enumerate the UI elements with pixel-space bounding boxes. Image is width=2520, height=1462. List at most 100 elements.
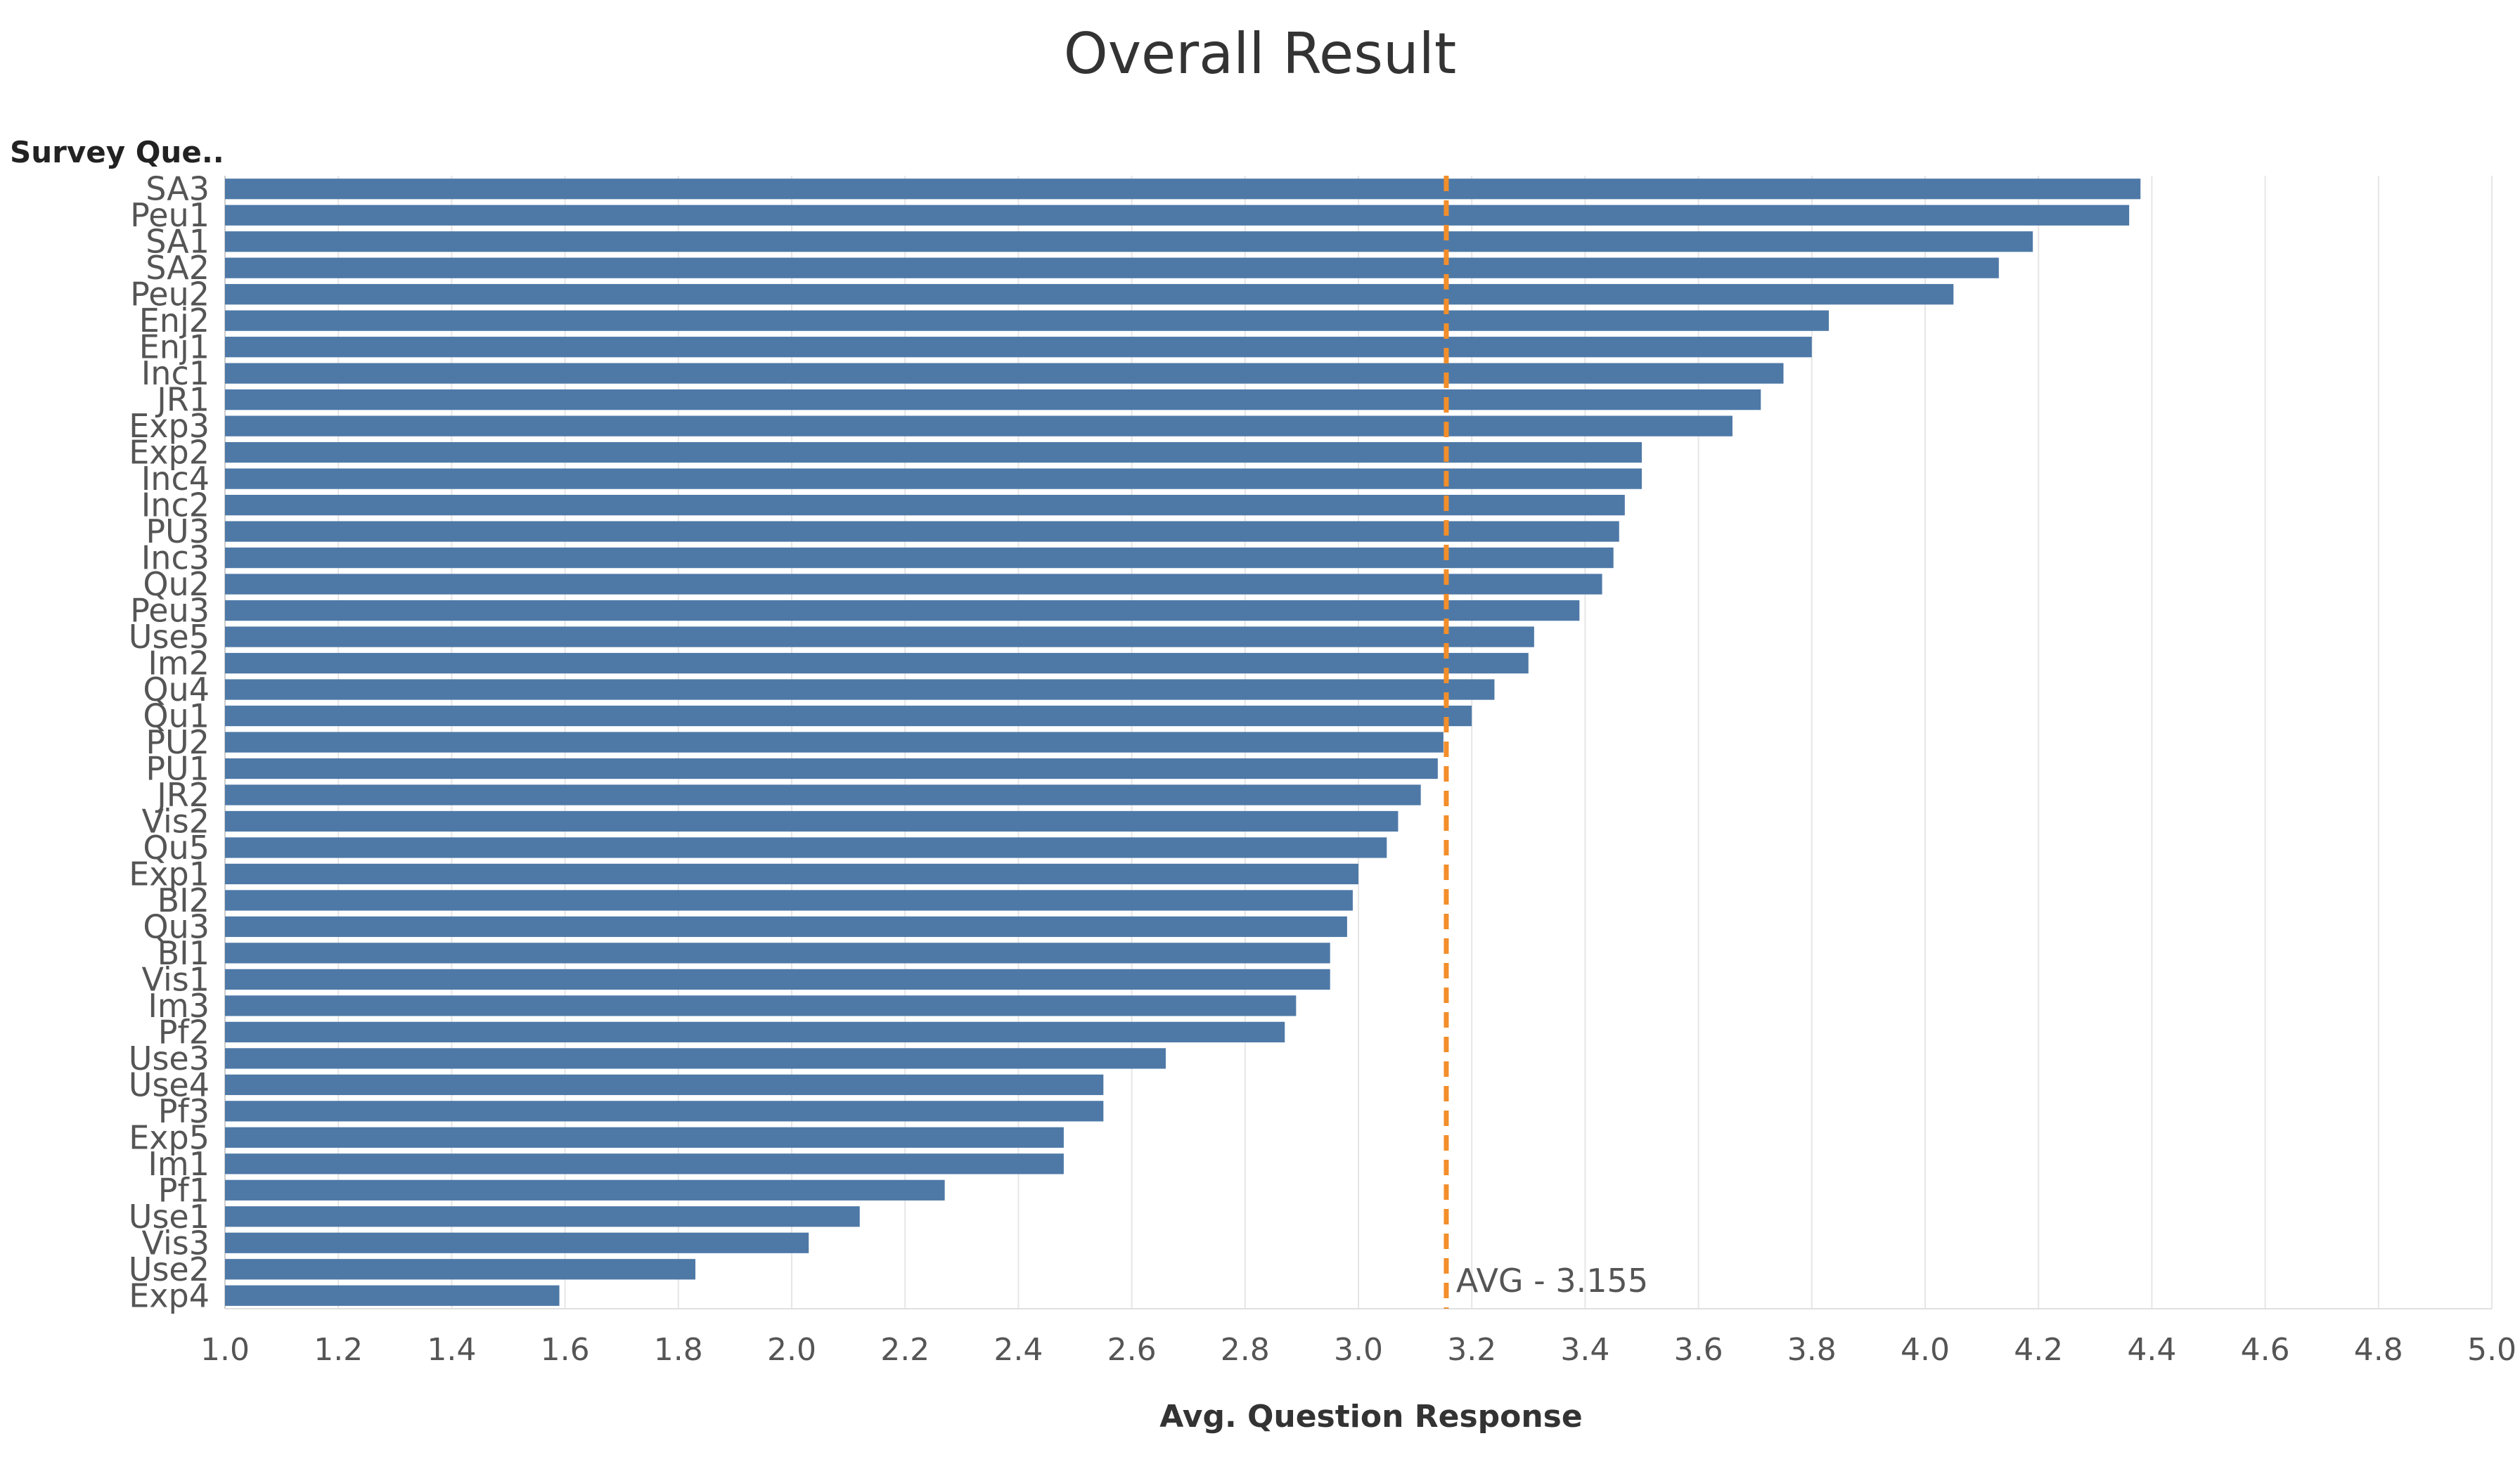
y-category-label: Im1	[148, 1145, 210, 1183]
y-category-label: Peu3	[130, 592, 210, 630]
bar	[225, 863, 1358, 885]
bar	[225, 231, 2033, 252]
bar	[225, 1285, 560, 1306]
bar	[225, 205, 2130, 226]
x-tick-label: 1.8	[654, 1332, 703, 1368]
bar	[225, 1048, 1166, 1069]
y-category-label: PU1	[146, 749, 210, 787]
bar	[225, 1232, 809, 1253]
bar	[225, 890, 1353, 911]
y-category-label: Pf2	[158, 1013, 210, 1051]
x-tick-label: 1.4	[427, 1332, 476, 1368]
y-category-label: BI1	[158, 934, 210, 972]
bar	[225, 732, 1444, 753]
y-category-label: Exp2	[129, 434, 210, 472]
x-tick-label: 1.6	[541, 1332, 590, 1368]
bar	[225, 415, 1732, 436]
y-category-label: PU2	[146, 723, 210, 761]
x-tick-label: 3.0	[1334, 1332, 1383, 1368]
y-category-label: Enj1	[139, 328, 210, 366]
bar	[225, 969, 1330, 990]
bar	[225, 943, 1330, 964]
y-category-label: Use4	[129, 1066, 210, 1104]
y-category-label: BI2	[158, 881, 210, 919]
x-tick-label: 2.6	[1107, 1332, 1157, 1368]
bar	[225, 363, 1784, 384]
x-tick-label: 2.8	[1221, 1332, 1270, 1368]
x-tick-label: 3.8	[1787, 1332, 1837, 1368]
y-category-label: Inc4	[141, 460, 210, 498]
x-tick-label: 4.8	[2354, 1332, 2403, 1368]
bar	[225, 758, 1438, 779]
bar	[225, 257, 1999, 278]
chart-title: Overall Result	[1063, 21, 1457, 86]
bar	[225, 995, 1297, 1016]
x-tick-label: 3.4	[1560, 1332, 1609, 1368]
x-tick-label: 3.2	[1447, 1332, 1496, 1368]
y-category-label: Use1	[129, 1198, 210, 1236]
bar	[225, 574, 1602, 595]
y-category-label: Qu3	[143, 907, 210, 945]
y-category-label: Inc1	[141, 354, 210, 392]
bar	[225, 179, 2141, 200]
y-category-label: PU3	[146, 512, 210, 550]
y-category-label: Peu1	[130, 196, 210, 234]
bar	[225, 810, 1399, 832]
bar	[225, 1101, 1104, 1122]
bar	[225, 547, 1614, 569]
y-category-label: Im2	[148, 645, 210, 683]
row-header: Survey Que..	[10, 135, 224, 169]
x-tick-label: 5.0	[2467, 1332, 2516, 1368]
y-category-label: Qu2	[143, 565, 210, 603]
y-category-label: SA2	[146, 249, 210, 287]
bar	[225, 1074, 1104, 1095]
y-category-label: Use5	[129, 618, 210, 656]
x-tick-label: 3.6	[1674, 1332, 1723, 1368]
x-tick-label: 2.0	[767, 1332, 816, 1368]
y-category-label: Peu2	[130, 276, 210, 313]
x-tick-label: 4.4	[2127, 1332, 2176, 1368]
y-category-label: Pf3	[158, 1092, 210, 1130]
x-tick-label: 2.2	[880, 1332, 930, 1368]
y-category-label: Use3	[129, 1040, 210, 1078]
y-category-label: SA1	[146, 223, 210, 261]
bar	[225, 1021, 1285, 1042]
bar	[225, 679, 1495, 700]
bar	[225, 1127, 1064, 1148]
y-category-label: Inc3	[141, 539, 210, 577]
y-category-label: Qu4	[143, 671, 210, 709]
bar	[225, 521, 1619, 542]
y-category-label: Inc2	[141, 486, 210, 524]
y-category-label: SA3	[146, 170, 210, 208]
bar	[225, 1206, 860, 1227]
bar	[225, 442, 1642, 463]
bar	[225, 389, 1761, 410]
bar	[225, 652, 1529, 674]
bar	[225, 837, 1387, 858]
y-category-label: Qu1	[143, 697, 210, 735]
y-category-label: Enj2	[139, 302, 210, 339]
bar	[225, 1153, 1064, 1175]
x-tick-label: 4.6	[2241, 1332, 2290, 1368]
bar	[225, 916, 1347, 938]
average-reference-label: AVG - 3.155	[1456, 1262, 1648, 1300]
y-category-label: Pf1	[158, 1171, 210, 1209]
y-category-label: Vis2	[142, 802, 210, 840]
bar	[225, 310, 1829, 331]
y-category-label: Vis3	[142, 1224, 210, 1262]
x-tick-label: 4.2	[2014, 1332, 2063, 1368]
y-category-label: JR2	[155, 776, 210, 814]
bar	[225, 337, 1812, 358]
bar	[225, 705, 1472, 727]
x-tick-label: 4.0	[1901, 1332, 1950, 1368]
bar	[225, 468, 1642, 489]
bar	[225, 494, 1625, 516]
x-tick-label: 2.4	[994, 1332, 1043, 1368]
y-category-label: Exp5	[129, 1118, 210, 1156]
y-category-label: Qu5	[143, 829, 210, 867]
bar	[225, 784, 1421, 806]
x-axis-title: Avg. Question Response	[1159, 1399, 1583, 1435]
bar	[225, 626, 1534, 647]
